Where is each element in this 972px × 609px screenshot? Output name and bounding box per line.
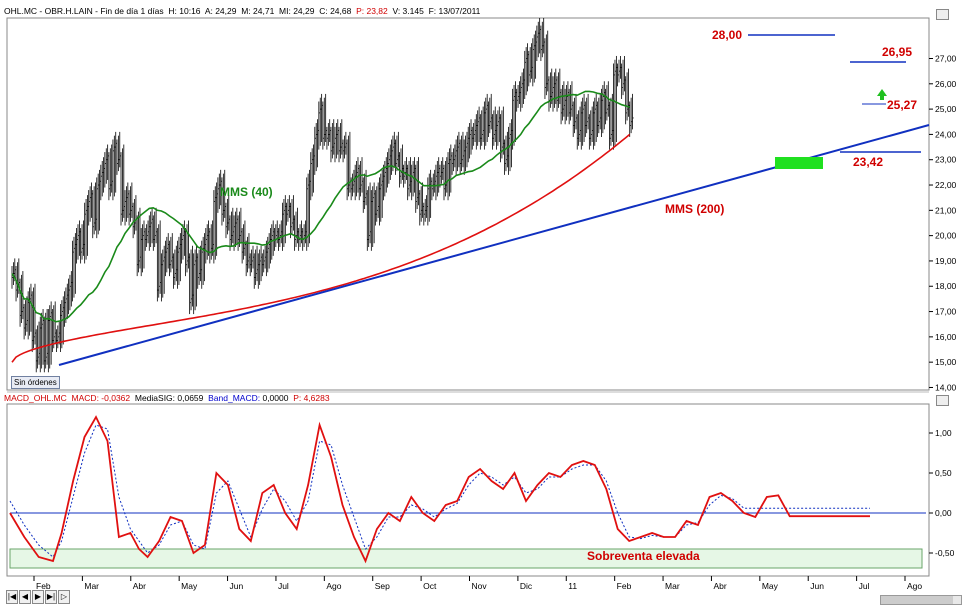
last-button[interactable]: ▷ bbox=[58, 590, 70, 604]
play-button[interactable]: ▶ bbox=[32, 590, 44, 604]
month-label: Abr bbox=[713, 581, 726, 591]
price-bars bbox=[11, 18, 634, 373]
macd-tick-label: 0,00 bbox=[935, 508, 952, 518]
high-label: M: 24,71 bbox=[241, 6, 275, 16]
price-tick-label: 23,00 bbox=[935, 155, 957, 165]
month-label: Jul bbox=[859, 581, 870, 591]
price-tick-label: 16,00 bbox=[935, 332, 957, 342]
mms200-label: MMS (200) bbox=[665, 202, 724, 216]
label-2527: 25,27 bbox=[887, 98, 917, 112]
first-button[interactable]: |◀ bbox=[6, 590, 18, 604]
month-label: Sep bbox=[375, 581, 390, 591]
price-tick-label: 17,00 bbox=[935, 307, 957, 317]
month-label: May bbox=[181, 581, 198, 591]
macd-panel-border bbox=[6, 403, 930, 577]
green-zone bbox=[775, 157, 823, 169]
month-label: Mar bbox=[84, 581, 99, 591]
signal-line bbox=[9, 424, 870, 558]
macd-lines bbox=[9, 415, 870, 564]
band-value-label: 0,0000 bbox=[262, 393, 289, 403]
date-label: F: 13/07/2011 bbox=[428, 6, 481, 16]
month-label: Feb bbox=[617, 581, 632, 591]
macd-value-label: MACD: -0,0362 bbox=[71, 393, 131, 403]
macd-tick-label: 1,00 bbox=[935, 428, 952, 438]
up-arrow-stem bbox=[880, 95, 884, 100]
month-label: Nov bbox=[472, 581, 488, 591]
next-button[interactable]: ▶| bbox=[45, 590, 57, 604]
close-label: C: 24,68 bbox=[319, 6, 352, 16]
month-label: Jul bbox=[278, 581, 289, 591]
up-arrow-icon bbox=[877, 89, 887, 96]
symbol-label: OHL.MC - OBR.H.LAIN - Fin de día 1 días bbox=[4, 6, 164, 16]
macd-line bbox=[9, 415, 870, 564]
month-label: Ago bbox=[326, 581, 341, 591]
month-label: Feb bbox=[36, 581, 51, 591]
price-axis: 14,00 15,00 16,00 17,00 18,00 19,00 20,00 21,00… bbox=[929, 53, 957, 392]
mms200-line bbox=[11, 133, 631, 363]
month-label: Abr bbox=[133, 581, 146, 591]
macd-header: MACD_OHL.MC MACD: -0,0362 MediaSIG: 0,06… bbox=[4, 393, 330, 403]
price-panel-border bbox=[6, 17, 930, 391]
month-label: Oct bbox=[423, 581, 437, 591]
moving-averages bbox=[11, 90, 631, 363]
month-label: Jun bbox=[810, 581, 824, 591]
price-tick-label: 19,00 bbox=[935, 256, 957, 266]
oversold-label: Sobreventa elevada bbox=[587, 549, 700, 563]
oversold-zone bbox=[9, 548, 923, 569]
label-28: 28,00 bbox=[712, 28, 742, 42]
label-2342: 23,42 bbox=[853, 155, 883, 169]
open-label: A: 24,29 bbox=[204, 6, 237, 16]
band-name-label: Band_MACD: bbox=[208, 393, 261, 403]
time-axis: Feb Mar Abr May Jun Jul Ago Sep Oct Nov Dic 11 Feb Ma… bbox=[33, 576, 922, 591]
month-label: Ago bbox=[907, 581, 922, 591]
time-label: H: 10:16 bbox=[168, 6, 201, 16]
price-tick-label: 18,00 bbox=[935, 281, 957, 291]
p-label: P: 23,82 bbox=[356, 6, 388, 16]
minimize-icon[interactable] bbox=[936, 9, 949, 20]
month-label: May bbox=[762, 581, 779, 591]
month-label: Jun bbox=[230, 581, 244, 591]
price-tick-label: 27,00 bbox=[935, 53, 957, 63]
price-header: OHL.MC - OBR.H.LAIN - Fin de día 1 días … bbox=[4, 6, 480, 16]
price-tick-label: 14,00 bbox=[935, 382, 957, 392]
mms40-line bbox=[11, 90, 630, 323]
price-tick-label: 25,00 bbox=[935, 104, 957, 114]
mms40-label: MMS (40) bbox=[220, 185, 273, 199]
price-tick-label: 20,00 bbox=[935, 231, 957, 241]
navigation-bar: |◀ ◀ ▶ ▶| ▷ bbox=[6, 590, 70, 604]
price-tick-label: 26,00 bbox=[935, 79, 957, 89]
low-label: MI: 24,29 bbox=[279, 6, 315, 16]
price-tick-label: 15,00 bbox=[935, 357, 957, 367]
month-label: 11 bbox=[568, 581, 577, 591]
macd-name-label: MACD_OHL.MC bbox=[4, 393, 67, 403]
macd-axis: -0,50 0,00 0,50 1,00 bbox=[929, 428, 955, 558]
signal-value-label: MediaSIG: 0,0659 bbox=[134, 393, 204, 403]
horizontal-scrollbar[interactable] bbox=[880, 595, 962, 605]
macd-p-label: P: 4,6283 bbox=[293, 393, 330, 403]
volume-label: V: 3.145 bbox=[392, 6, 424, 16]
label-2695: 26,95 bbox=[882, 45, 912, 59]
no-orders-button[interactable]: Sin órdenes bbox=[11, 376, 60, 389]
scrollbar-thumb[interactable] bbox=[881, 596, 953, 604]
maximize-icon[interactable] bbox=[936, 395, 949, 406]
price-tick-label: 21,00 bbox=[935, 205, 957, 215]
month-label: Dic bbox=[520, 581, 533, 591]
macd-tick-label: 0,50 bbox=[935, 468, 952, 478]
price-tick-label: 22,00 bbox=[935, 180, 957, 190]
macd-tick-label: -0,50 bbox=[935, 548, 955, 558]
prev-button[interactable]: ◀ bbox=[19, 590, 31, 604]
month-label: Mar bbox=[665, 581, 680, 591]
price-tick-label: 24,00 bbox=[935, 129, 957, 139]
